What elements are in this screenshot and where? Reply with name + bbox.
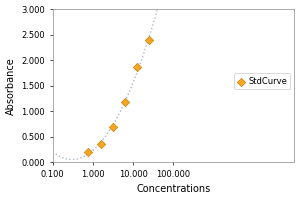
StdCurve: [98, 143, 103, 146]
Legend: StdCurve: StdCurve: [234, 73, 290, 89]
StdCurve: [110, 126, 115, 129]
StdCurve: [122, 100, 127, 103]
StdCurve: [86, 150, 91, 154]
Y-axis label: Absorbance: Absorbance: [6, 57, 16, 115]
X-axis label: Concentrations: Concentrations: [136, 184, 211, 194]
StdCurve: [147, 38, 152, 41]
StdCurve: [135, 66, 140, 69]
